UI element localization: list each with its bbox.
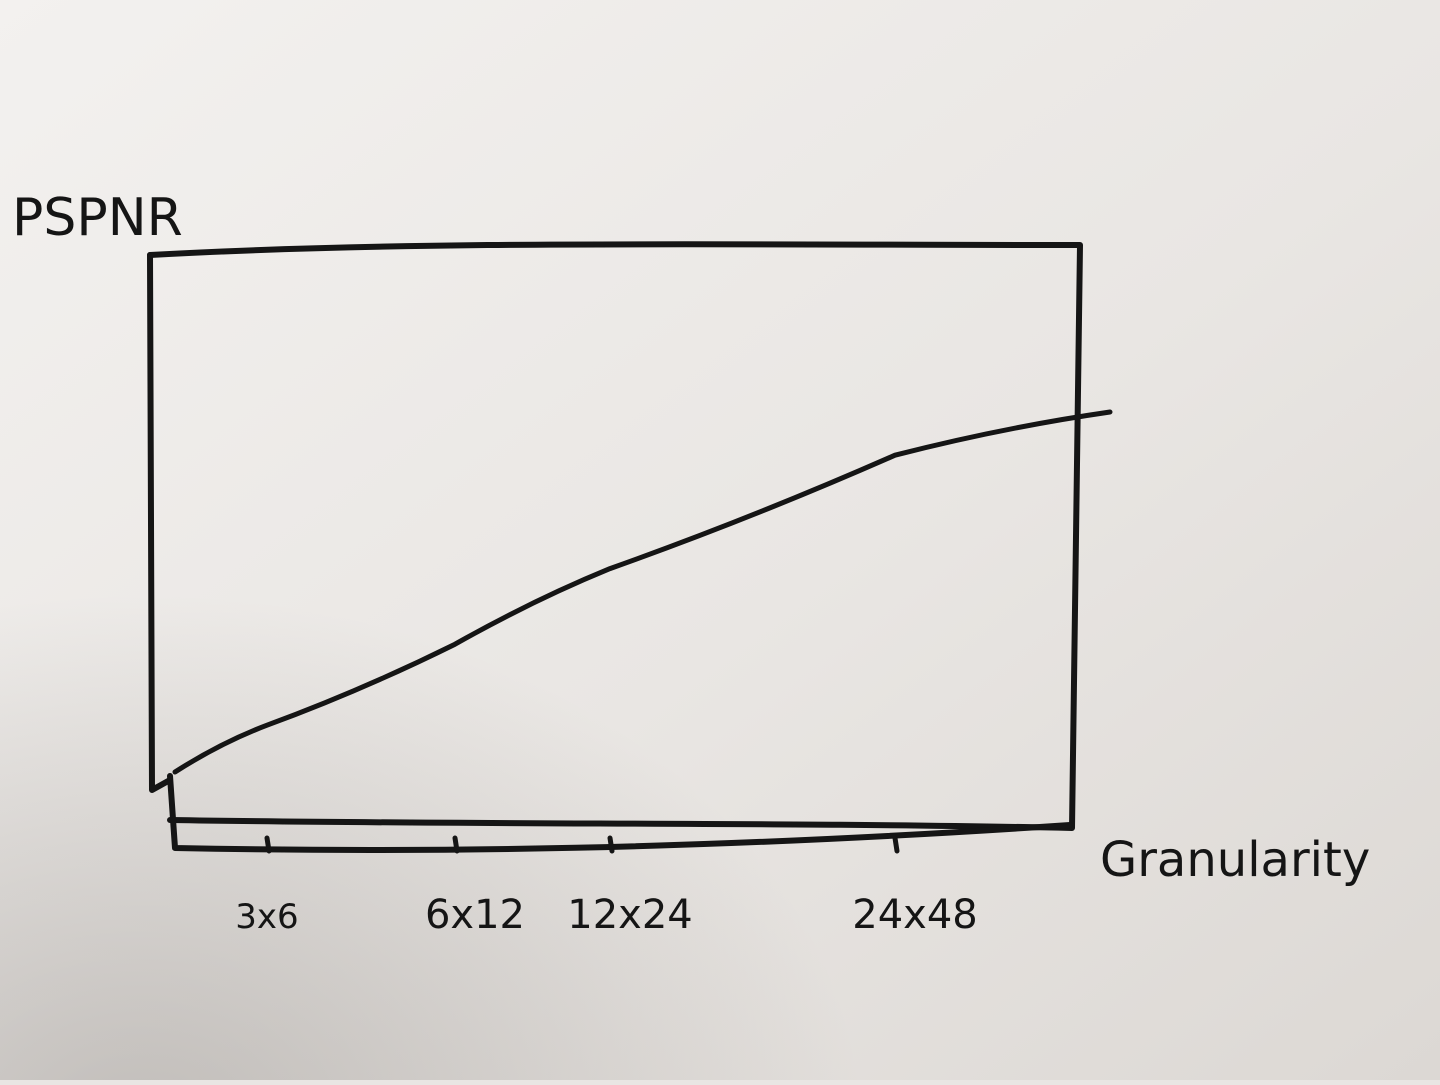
x-tick-label: 6x12 (425, 892, 525, 938)
x-tick-label: 24x48 (852, 892, 977, 938)
x-tick (895, 838, 897, 851)
x-tick (267, 838, 269, 851)
x-tick (455, 838, 457, 851)
y-axis-label: PSPNR (12, 188, 183, 248)
x-tick (610, 838, 612, 851)
x-axis-label: Granularity (1100, 832, 1370, 888)
x-tick-label: 12x24 (567, 892, 692, 938)
x-tick-label: 3x6 (235, 897, 298, 937)
